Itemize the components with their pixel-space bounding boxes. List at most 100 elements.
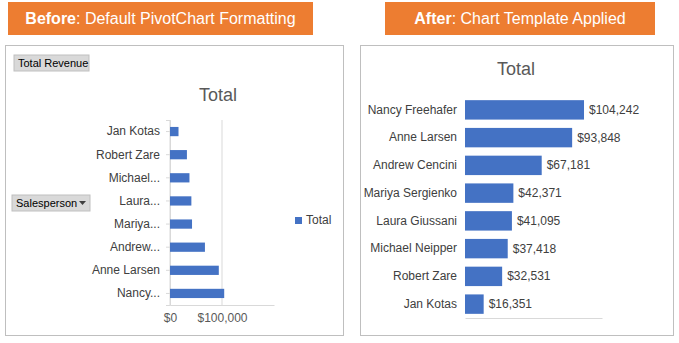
data-label: $41,095 (517, 214, 561, 228)
legend-label: Total (306, 213, 331, 227)
bar (170, 219, 192, 228)
y-tick: Michael... (109, 171, 170, 185)
y-tick-label: Nancy Freehafer (368, 103, 457, 117)
y-tick-label: Laura... (119, 194, 160, 208)
y-tick: Anne Larsen (389, 130, 465, 144)
y-tick-label: Robert Zare (393, 269, 457, 283)
y-tick-label: Robert Zare (96, 148, 160, 162)
panel-frame (361, 46, 674, 336)
x-axis-line (466, 318, 603, 319)
y-tick-label: Jan Kotas (404, 297, 457, 311)
panel-header-box (385, 2, 655, 35)
chart: Total Total Revenue Salesperson $0 $100,000 J… (12, 55, 331, 325)
bar (170, 243, 205, 252)
field-button (12, 195, 90, 211)
x-tick-label: $100,000 (197, 311, 247, 325)
bars (170, 127, 224, 298)
bar (465, 128, 572, 147)
y-tick: Nancy Freehafer (368, 103, 465, 117)
y-tick: Robert Zare (393, 269, 465, 283)
y-tick-label: Jan Kotas (107, 124, 160, 138)
bar (465, 239, 508, 258)
y-tick-label: Andrew... (110, 240, 160, 254)
y-tick: Mariya... (114, 217, 170, 231)
legend: Total (295, 213, 331, 227)
y-tick-mark (166, 131, 170, 132)
y-tick-label: Anne Larsen (92, 263, 160, 277)
y-tick: Laura Giussani (376, 214, 465, 228)
y-tick: Robert Zare (96, 148, 170, 162)
y-tick-label: Andrew Cencini (373, 158, 457, 172)
panel-header-text: : Chart Template Applied (452, 10, 626, 27)
y-tick-label: Laura Giussani (376, 214, 457, 228)
y-tick-label: Anne Larsen (389, 130, 457, 144)
y-tick-label: Nancy... (117, 286, 160, 300)
y-tick-mark (166, 177, 170, 178)
y-tick-mark (166, 154, 170, 155)
bar (465, 156, 542, 175)
y-tick-mark (166, 270, 170, 271)
bar (170, 127, 179, 136)
bar (170, 266, 219, 275)
y-tick: Jan Kotas (404, 297, 465, 311)
y-axis: Jan Kotas Robert Zare Michael... Laura... Ma… (92, 121, 171, 306)
y-tick: Michael Neipper (370, 241, 465, 255)
data-label: $37,418 (513, 242, 557, 256)
x-tick-label: $0 (164, 311, 178, 325)
dropdown-arrow (79, 201, 86, 205)
field-button-label: Salesperson (16, 197, 77, 209)
y-tick: Jan Kotas (107, 124, 170, 138)
y-tick: Laura... (119, 194, 170, 208)
data-label: $93,848 (577, 131, 621, 145)
bar (465, 294, 484, 313)
y-tick-label: Mariya Sergienko (364, 186, 458, 200)
data-labels: $104,242 $93,848 $67,181 $42,371 $41,095 $37,… (489, 103, 640, 311)
field-button (14, 55, 89, 71)
panel-header-bold: Before (25, 10, 76, 27)
data-label: $104,242 (589, 103, 639, 117)
y-tick: Mariya Sergienko (364, 186, 465, 200)
chart: TotalNancy FreehaferAnne LarsenAndrew Ce… (364, 59, 640, 319)
y-tick-label: Michael Neipper (370, 241, 457, 255)
x-tick: $100,000 (197, 305, 247, 325)
panel-header-box (8, 2, 313, 35)
y-tick: Andrew... (110, 240, 170, 254)
y-tick: Anne Larsen (92, 263, 170, 277)
data-label: $67,181 (547, 158, 591, 172)
panel-header-text: : Default PivotChart Formatting (76, 10, 296, 27)
bar (170, 173, 189, 182)
bar (170, 150, 187, 159)
panel-header: After: Chart Template Applied (414, 10, 625, 27)
panel-frame (6, 46, 344, 336)
y-tick-mark (166, 224, 170, 225)
x-axis-line (171, 305, 275, 306)
bar (465, 267, 502, 286)
y-tick: Andrew Cencini (373, 158, 465, 172)
data-label: $32,531 (507, 269, 551, 283)
data-label: $42,371 (518, 186, 562, 200)
bars (465, 100, 584, 314)
x-axis: $0 $100,000 (164, 305, 275, 325)
bar (170, 289, 224, 298)
x-axis (466, 318, 603, 319)
y-tick-mark (166, 247, 170, 248)
panel-header-bold: After (414, 10, 451, 27)
panel-header: Before: Default PivotChart Formatting (25, 10, 295, 27)
legend-swatch (295, 217, 302, 224)
figure: Before: Default PivotChart Formatting Aft… (0, 0, 679, 343)
y-tick-mark (166, 293, 170, 294)
y-tick-label: Mariya... (114, 217, 160, 231)
y-axis-line (166, 121, 171, 306)
grid-line (222, 120, 223, 305)
bar (170, 196, 191, 205)
grid (170, 120, 222, 305)
data-label: $16,351 (489, 297, 533, 311)
y-axis: Nancy Freehafer Anne Larsen Andrew Cencini… (364, 103, 465, 311)
field-button-label: Total Revenue (18, 57, 88, 69)
bar (465, 100, 584, 119)
y-tick-label: Michael... (109, 171, 160, 185)
y-tick-mark (166, 200, 170, 201)
bar (465, 183, 513, 202)
bar (465, 211, 512, 230)
chart-title: Total (199, 85, 237, 105)
